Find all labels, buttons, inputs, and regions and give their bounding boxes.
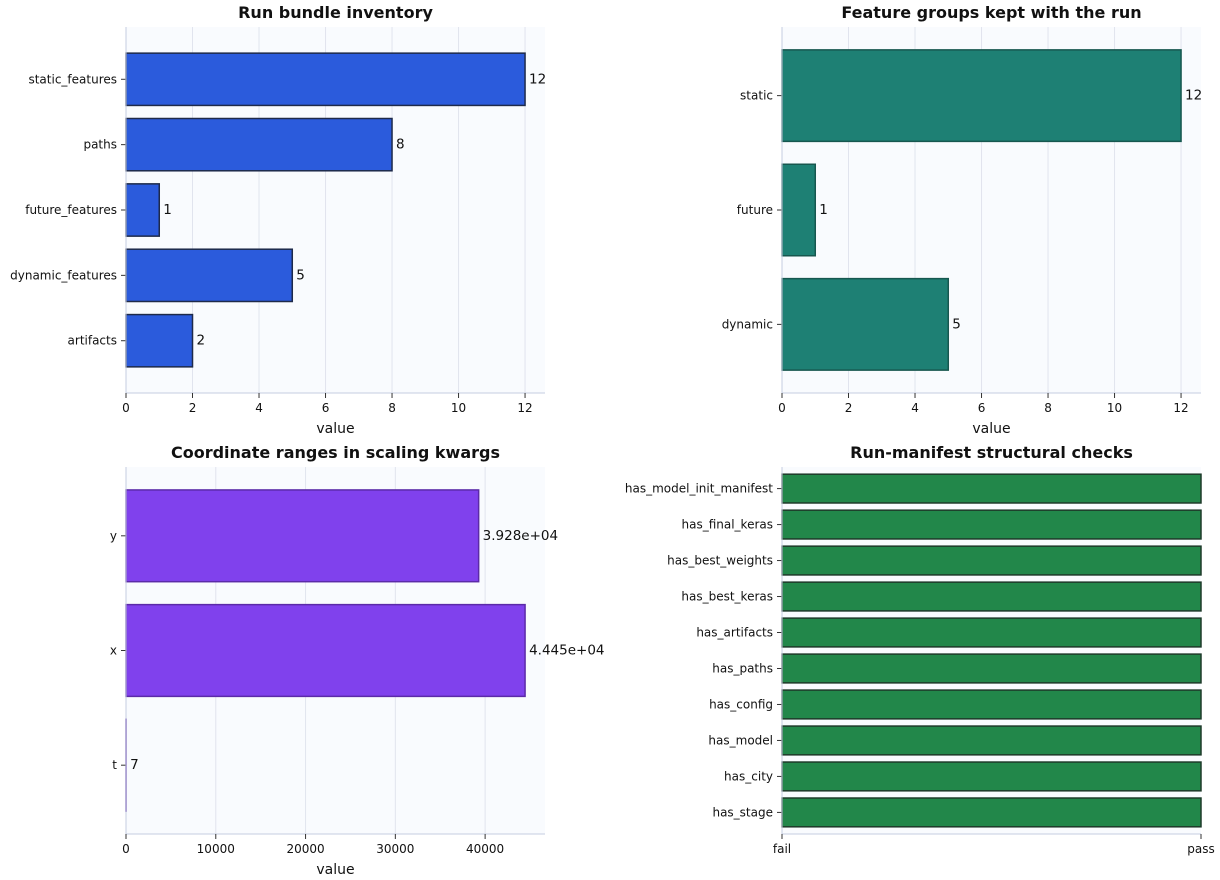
x-tick-label: 6 [978,401,986,415]
x-tick-label: 2 [189,401,197,415]
data-label: 7 [130,757,139,773]
y-tick-label: has_model_init_manifest [625,482,773,496]
x-tick-label: fail [773,842,791,856]
x-tick-label: 0 [122,842,130,856]
bar-has_artifacts [781,617,1202,648]
bar-has_paths [781,653,1202,684]
bar-y [125,489,480,583]
data-label: 1 [163,202,172,218]
data-label: 12 [529,71,546,87]
bar-paths [125,117,393,172]
bar-has_model [781,725,1202,756]
data-label: 2 [197,333,206,349]
chart-title: Feature groups kept with the run [841,3,1141,22]
x-axis-label: value [316,862,354,878]
x-tick-label: 2 [845,401,853,415]
y-tick-label: has_config [709,697,773,711]
x-tick-label: 12 [1173,401,1188,415]
y-tick-label: y [110,529,117,543]
bar-artifacts [125,313,194,368]
data-label: 1 [819,202,828,218]
data-label: 3.928e+04 [483,528,558,544]
bar-x [125,603,526,698]
bar-dynamic [781,277,950,371]
data-label: 4.445e+04 [529,643,604,659]
y-tick-label: future_features [25,203,117,217]
y-tick-label: has_stage [712,805,773,819]
chart-panel-3: y 3.928e+04 x 4.445e+04 t 7 0 10000 20000 30000 40… [110,443,605,878]
x-tick-label: pass [1187,842,1214,856]
bar-static [781,49,1182,143]
y-tick-label: dynamic_features [10,268,117,282]
chart-title: Run-manifest structural checks [850,443,1133,462]
bar-has_config [781,689,1202,720]
x-tick-label: 0 [778,401,786,415]
x-tick-label: 10 [451,401,466,415]
bar-has_final_keras [781,509,1202,540]
data-label: 8 [396,137,405,153]
x-tick-label: 10 [1107,401,1122,415]
bar-has_model_init_manifest [781,473,1202,504]
x-tick-label: 40000 [466,842,504,856]
chart-title: Run bundle inventory [238,3,433,22]
x-tick-label: 4 [911,401,919,415]
bar-has_best_weights [781,545,1202,576]
x-tick-label: 12 [517,401,532,415]
bar-future_features [125,183,161,237]
y-tick-label: future [737,203,773,217]
x-tick-label: 4 [255,401,263,415]
x-tick-label: 0 [122,401,130,415]
bar-future [781,163,817,257]
bar-has_best_keras [781,581,1202,612]
y-tick-label: has_artifacts [696,626,773,640]
y-tick-label: has_city [724,769,773,783]
y-tick-label: has_paths [712,661,773,675]
x-tick-label: 8 [1044,401,1052,415]
x-tick-label: 20000 [286,842,324,856]
x-tick-label: 8 [388,401,396,415]
chart-title: Coordinate ranges in scaling kwargs [171,443,500,462]
bar-has_stage [781,797,1202,828]
y-tick-label: x [110,644,117,658]
bar-has_city [781,761,1202,792]
x-tick-label: 30000 [376,842,414,856]
y-tick-label: paths [83,138,117,152]
data-label: 5 [296,267,305,283]
y-tick-label: has_model [708,733,773,747]
y-tick-label: has_best_keras [681,590,773,604]
y-tick-label: t [112,758,117,772]
chart-panel-1: static_features 12 paths 8 future_features 1 d… [10,3,546,437]
chart-panel-2: static 12 future 1 dynamic 5 0 2 4 6 8 10 12 value Fea… [722,3,1203,437]
x-axis-label: value [316,421,354,437]
y-tick-label: has_final_keras [681,518,773,532]
bar-dynamic_features [125,248,294,303]
data-label: 12 [1185,88,1202,104]
y-tick-label: has_best_weights [667,554,773,568]
y-tick-label: static [740,89,773,103]
data-label: 5 [952,316,961,332]
y-tick-label: dynamic [722,317,773,331]
y-tick-label: static_features [28,72,117,86]
bar-static_features [125,52,526,107]
chart-panel-4: has_model_init_manifest has_final_kerasha… [625,443,1215,856]
y-tick-label: artifacts [68,334,117,348]
x-axis-label: value [972,421,1010,437]
x-tick-label: 6 [322,401,330,415]
x-tick-label: 10000 [197,842,235,856]
